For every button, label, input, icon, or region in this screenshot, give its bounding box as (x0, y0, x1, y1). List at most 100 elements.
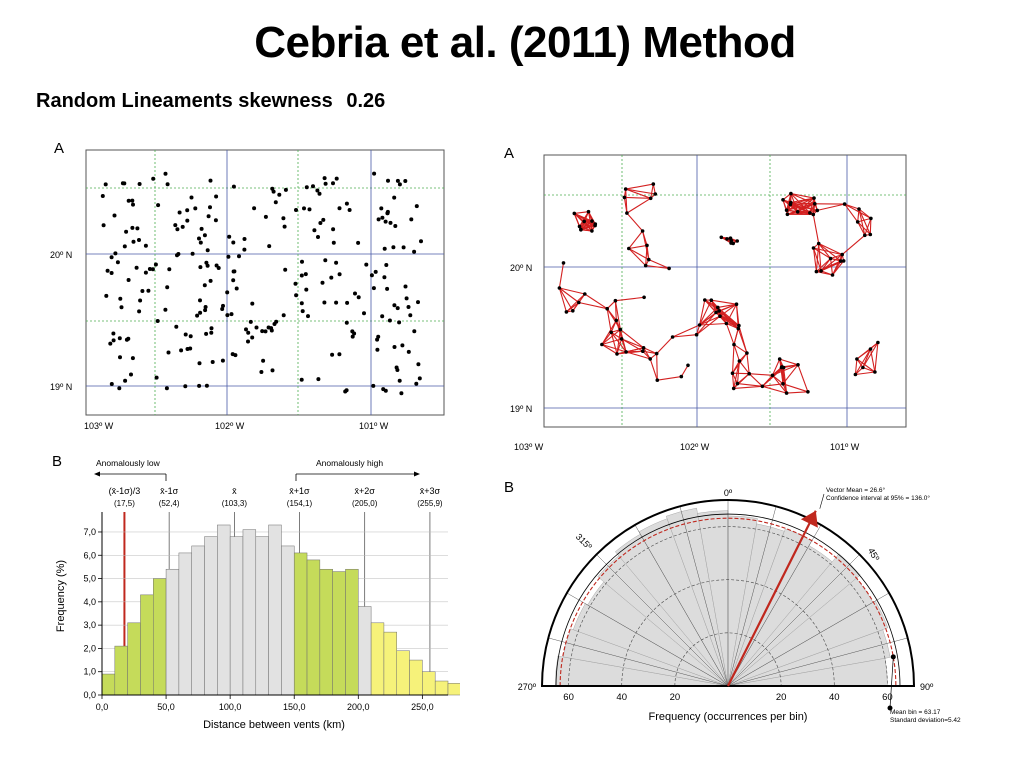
rose-diagram: B 0º 45º 90º 270º 315º 60 40 20 20 40 60 Vector Me… (504, 479, 961, 724)
network-edge (616, 338, 623, 355)
network-node (840, 252, 844, 257)
vent-point (344, 201, 349, 206)
network-edge (650, 184, 654, 199)
network-node (709, 298, 714, 302)
network-node (590, 229, 594, 233)
network-node (714, 310, 718, 315)
rose-spoke (596, 554, 729, 687)
network-node (731, 241, 735, 246)
network-edge (783, 367, 788, 394)
network-node (583, 292, 587, 296)
vent-point (304, 287, 309, 292)
vent-point (197, 383, 202, 388)
vent-point (134, 265, 139, 270)
network-node (868, 347, 873, 351)
vent-point (323, 181, 328, 186)
histogram-bar (101, 673, 116, 696)
vent-point (151, 176, 156, 181)
network-edge (656, 336, 673, 354)
network-node (853, 372, 858, 377)
vent-point (384, 263, 389, 267)
vent-point (270, 186, 275, 191)
histogram-bar (268, 524, 282, 696)
vent-point (137, 309, 142, 314)
vent-point (204, 260, 209, 265)
vent-point (392, 303, 397, 308)
network-edge (812, 214, 820, 244)
vent-point (392, 195, 397, 200)
network-edge (820, 258, 832, 272)
stat-marker-value: (17,5) (114, 499, 135, 508)
network-edge (643, 347, 651, 360)
vent-point (165, 285, 170, 290)
x-tick-label: 100,0 (219, 702, 242, 712)
vent-point (143, 243, 148, 248)
vent-point (404, 296, 409, 301)
vent-point (375, 347, 380, 352)
x-tick-label: 250,0 (411, 702, 434, 712)
histogram-bar (319, 568, 333, 696)
vent-point (185, 208, 190, 213)
vent-point (329, 275, 334, 280)
network-node (717, 309, 721, 313)
histogram-bar (345, 568, 359, 696)
vent-point (395, 178, 400, 183)
network-node (857, 207, 861, 211)
network-node (729, 238, 734, 243)
rose-radial-label: 20 (776, 692, 787, 703)
network-edge (625, 188, 656, 195)
vent-point (345, 300, 350, 305)
network-edge (864, 218, 872, 236)
network-edge (869, 348, 876, 373)
network-edge (672, 324, 700, 338)
vent-point (315, 188, 320, 193)
vent-point (401, 245, 406, 250)
network-node (615, 352, 619, 356)
rose-radial-label: 40 (616, 692, 627, 703)
stat-marker-value: (205,0) (352, 499, 378, 508)
vector-callout-line (819, 493, 825, 509)
vent-point (263, 329, 268, 334)
lon-label: 102º W (215, 421, 245, 431)
rose-spoke (727, 506, 777, 687)
vent-point (311, 184, 315, 189)
x-tick-label: 150,0 (283, 702, 306, 712)
network-edge (813, 247, 843, 256)
vent-point (202, 283, 207, 288)
network-node (654, 351, 659, 356)
network-edge (584, 293, 608, 310)
network-node (718, 314, 722, 318)
rose-spoke (727, 554, 860, 687)
network-edge (857, 217, 872, 223)
network-edge (656, 353, 658, 381)
network-edge (621, 338, 627, 353)
histogram-bar (165, 568, 180, 696)
rose-angle-label: 45º (866, 546, 882, 563)
vent-point (214, 194, 219, 199)
network-edge (869, 218, 872, 235)
network-edge (558, 262, 565, 289)
random-points-map: A 20º N 19º N 103º W 102º W 101º W (50, 140, 445, 431)
network-nodes (557, 182, 880, 395)
vent-point (416, 300, 420, 305)
histogram-bar (140, 594, 154, 696)
network-edge (818, 243, 843, 256)
network-node (719, 235, 724, 240)
network-node (745, 351, 749, 355)
network-edge (624, 196, 651, 199)
vent-point (109, 255, 114, 260)
vent-point (231, 240, 236, 245)
vent-point (221, 303, 225, 308)
network-node (582, 219, 586, 224)
vent-point (177, 210, 182, 215)
network-node (627, 246, 631, 251)
network-node (861, 365, 865, 370)
vent-point (188, 346, 193, 351)
network-edge (717, 306, 740, 327)
vent-point (195, 313, 200, 318)
vent-point (197, 236, 201, 241)
lat-label: 20º N (510, 263, 532, 273)
network-node (557, 286, 562, 290)
network-edge (649, 358, 658, 381)
vent-point (371, 383, 376, 388)
